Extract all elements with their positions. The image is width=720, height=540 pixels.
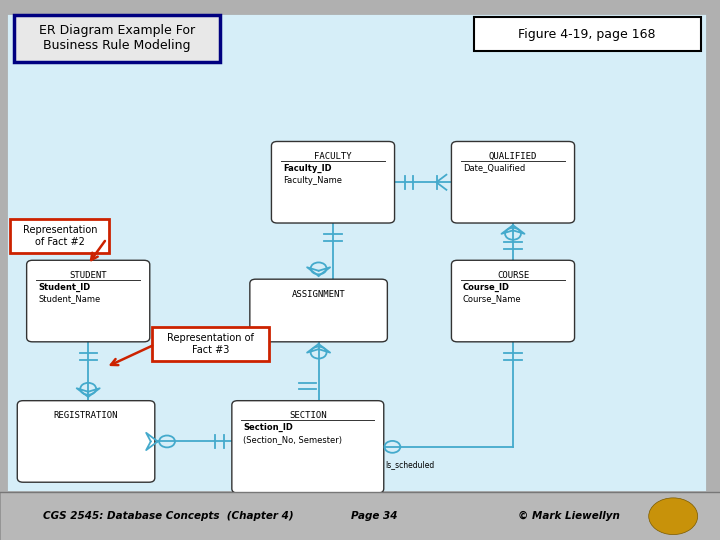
FancyBboxPatch shape [0, 492, 720, 540]
Text: Page 34: Page 34 [351, 511, 397, 521]
FancyBboxPatch shape [14, 15, 220, 62]
FancyBboxPatch shape [17, 401, 155, 482]
Text: Course_Name: Course_Name [463, 294, 521, 303]
Text: Date_Qualified: Date_Qualified [463, 164, 525, 173]
Text: QUALIFIED: QUALIFIED [489, 152, 537, 161]
FancyBboxPatch shape [27, 260, 150, 342]
Text: ASSIGNMENT: ASSIGNMENT [292, 290, 346, 299]
Text: STUDENT: STUDENT [69, 271, 107, 280]
Text: Figure 4-19, page 168: Figure 4-19, page 168 [518, 28, 655, 40]
FancyBboxPatch shape [10, 219, 109, 253]
Text: COURSE: COURSE [497, 271, 529, 280]
Circle shape [649, 498, 698, 535]
Text: REGISTRATION: REGISTRATION [54, 411, 118, 421]
Text: Representation
of Fact #2: Representation of Fact #2 [22, 226, 97, 247]
Text: Student_Name: Student_Name [38, 294, 100, 303]
FancyBboxPatch shape [474, 17, 701, 51]
FancyBboxPatch shape [250, 279, 387, 342]
Text: (Section_No, Semester): (Section_No, Semester) [243, 435, 343, 444]
Text: FACULTY: FACULTY [314, 152, 352, 161]
Text: © Mark Liewellyn: © Mark Liewellyn [518, 511, 620, 521]
Text: Is_scheduled: Is_scheduled [385, 460, 434, 469]
Text: SECTION: SECTION [289, 411, 327, 421]
Text: Faculty_ID: Faculty_ID [283, 164, 332, 173]
Text: Representation of
Fact #3: Representation of Fact #3 [167, 333, 254, 355]
Text: Faculty_Name: Faculty_Name [283, 176, 342, 185]
FancyBboxPatch shape [232, 401, 384, 493]
Text: Section_ID: Section_ID [243, 423, 293, 432]
FancyBboxPatch shape [451, 141, 575, 223]
Text: ER Diagram Example For
Business Rule Modeling: ER Diagram Example For Business Rule Mod… [39, 24, 194, 52]
Text: Student_ID: Student_ID [38, 282, 91, 292]
Text: Course_ID: Course_ID [463, 282, 510, 292]
FancyBboxPatch shape [451, 260, 575, 342]
FancyBboxPatch shape [152, 327, 269, 361]
FancyBboxPatch shape [7, 14, 706, 491]
Text: CGS 2545: Database Concepts  (Chapter 4): CGS 2545: Database Concepts (Chapter 4) [43, 511, 294, 521]
FancyBboxPatch shape [271, 141, 395, 223]
